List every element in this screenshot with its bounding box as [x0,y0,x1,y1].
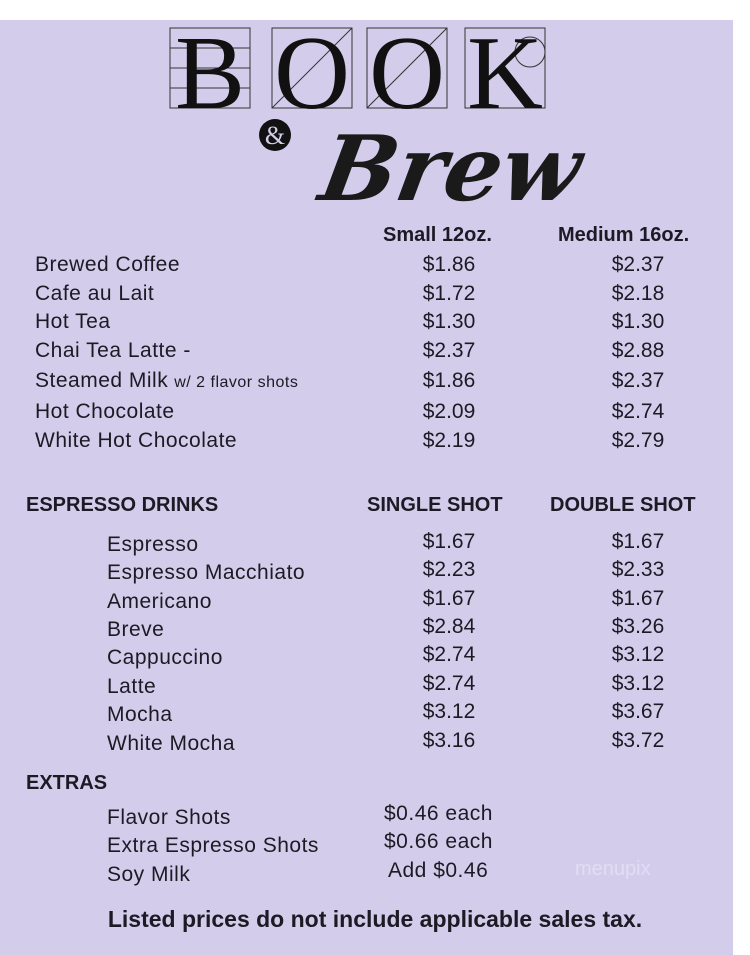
extra-item-name: Soy Milk [107,863,191,886]
small-price: $1.86 [422,253,476,276]
menu-item-name: Hot Chocolate [35,400,175,423]
svg-text:K: K [467,14,543,131]
svg-text:B: B [175,14,245,131]
single-shot-price: $1.67 [422,530,476,553]
extra-item-name: Flavor Shots [107,806,231,829]
menu-item-name: Hot Tea [35,310,111,333]
single-shot-header: SINGLE SHOT [367,494,503,516]
watermark: menupix [575,858,651,880]
menu-item-name: Latte [107,675,157,698]
menu-item-name: Breve [107,618,165,641]
menu-item-name: White Hot Chocolate [35,429,238,452]
single-shot-price: $2.84 [422,615,476,638]
medium-price: $1.30 [611,310,665,333]
svg-text:&: & [265,121,285,150]
svg-text:O: O [274,14,350,131]
menu-item-name: Chai Tea Latte - [35,339,191,362]
small-price: $2.19 [422,429,476,452]
medium-price: $2.74 [611,400,665,423]
menu-item-name: White Mocha [107,732,236,755]
extra-item-name: Extra Espresso Shots [107,834,319,857]
single-shot-price: $1.67 [422,587,476,610]
double-shot-price: $3.26 [611,615,665,638]
small-price: $2.09 [422,400,476,423]
tax-disclaimer: Listed prices do not include applicable … [107,906,643,932]
extra-item-price: $0.66 each [384,830,493,853]
double-shot-price: $1.67 [611,530,665,553]
small-price: $1.86 [422,369,476,392]
medium-price: $2.88 [611,339,665,362]
menu-item-name: Espresso Macchiato [107,561,306,584]
single-shot-price: $2.23 [422,558,476,581]
medium-price: $2.37 [611,369,665,392]
svg-text:Brew: Brew [310,117,590,210]
double-shot-price: $3.12 [611,672,665,695]
menu-item-name: Steamed Milk w/ 2 flavor shots [35,369,299,392]
double-shot-price: $3.12 [611,643,665,666]
single-shot-price: $3.12 [422,700,476,723]
single-shot-price: $2.74 [422,672,476,695]
svg-text:O: O [369,14,445,131]
menu-item-note: w/ 2 flavor shots [174,374,299,391]
double-shot-price: $1.67 [611,587,665,610]
extras-section-title: EXTRAS [26,772,108,794]
single-shot-price: $2.74 [422,643,476,666]
menu-item-name: Cappuccino [107,646,223,669]
menu-sheet [0,20,733,955]
menu-item-name: Espresso [107,533,199,556]
medium-size-header: Medium 16oz. [558,224,690,246]
medium-price: $2.18 [611,282,665,305]
small-price: $2.37 [422,339,476,362]
book-and-brew-logo: B O O K & Brew [169,14,590,210]
menu-item-name: Americano [107,590,212,613]
double-shot-price: $2.33 [611,558,665,581]
menu-item-name: Mocha [107,703,173,726]
double-shot-price: $3.72 [611,729,665,752]
single-shot-price: $3.16 [422,729,476,752]
espresso-section-title: ESPRESSO DRINKS [26,494,219,516]
menu-item-name: Cafe au Lait [35,282,155,305]
extra-item-price: Add $0.46 [388,859,489,882]
double-shot-price: $3.67 [611,700,665,723]
medium-price: $2.79 [611,429,665,452]
medium-price: $2.37 [611,253,665,276]
menu-item-name: Brewed Coffee [35,253,181,276]
small-price: $1.72 [422,282,476,305]
extra-item-price: $0.46 each [384,802,493,825]
small-price: $1.30 [422,310,476,333]
small-size-header: Small 12oz. [383,224,492,246]
double-shot-header: DOUBLE SHOT [550,494,696,516]
